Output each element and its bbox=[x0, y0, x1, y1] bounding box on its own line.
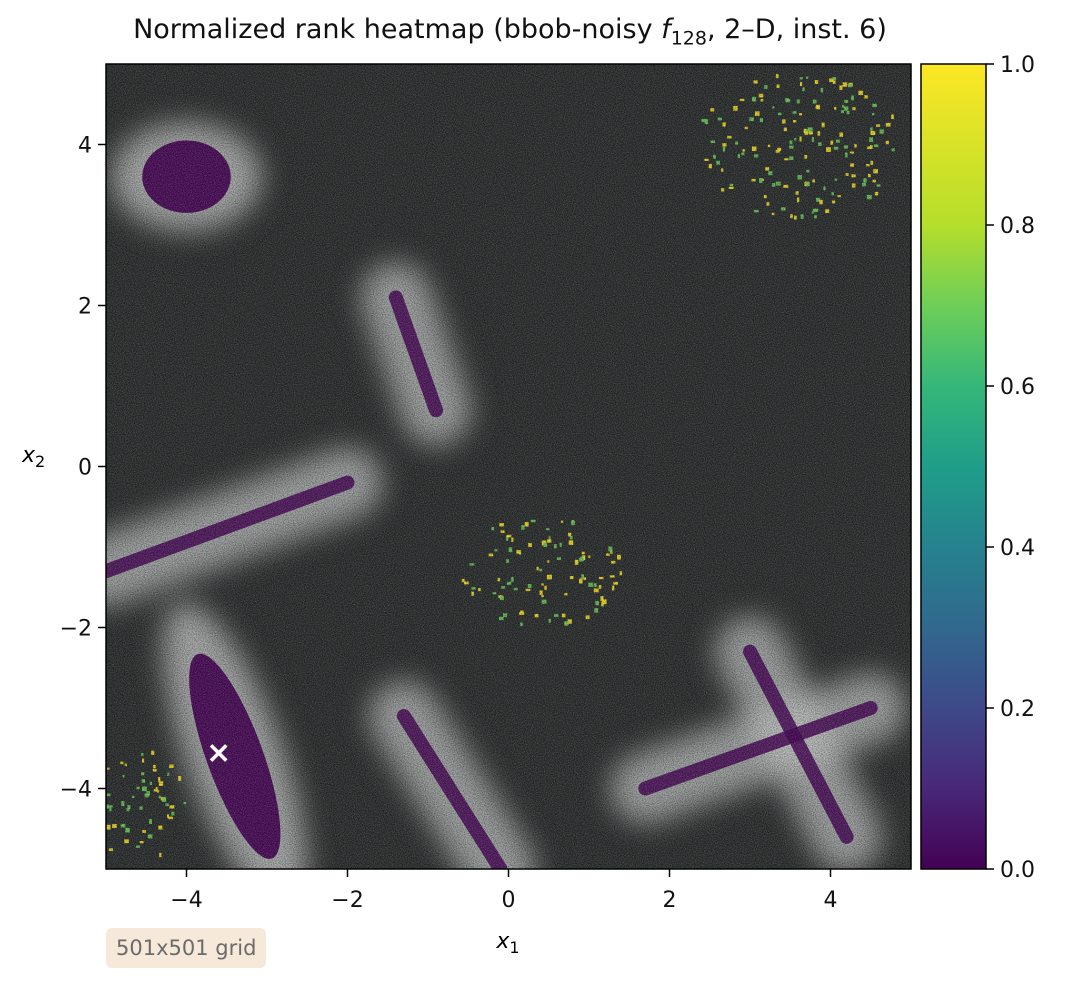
y-axis-label: x2 bbox=[21, 443, 45, 471]
high-rank-dot bbox=[96, 805, 101, 809]
colorbar-tick-label: 1.0 bbox=[1000, 53, 1035, 78]
y-tick-label: 4 bbox=[78, 134, 92, 159]
colorbar bbox=[920, 63, 987, 870]
x-tick-label: 0 bbox=[502, 888, 516, 913]
x-tick-label: −2 bbox=[331, 888, 363, 913]
y-axis: −4 −2 0 2 4 bbox=[60, 134, 106, 803]
y-axis-label-sub: 2 bbox=[35, 452, 45, 471]
title-function-subscript: 128 bbox=[670, 27, 707, 50]
y-tick-label: 0 bbox=[78, 456, 92, 481]
y-axis-label-base: x bbox=[21, 443, 36, 468]
colorbar-tick-label: 0.2 bbox=[1000, 697, 1035, 722]
colorbar-tick-label: 0.6 bbox=[1000, 375, 1035, 400]
x-axis-label-base: x bbox=[495, 929, 510, 954]
colorbar-tick-label: 0.0 bbox=[1000, 858, 1035, 883]
x-axis: −4 −2 0 2 4 bbox=[170, 869, 838, 913]
title-function-letter: f bbox=[661, 14, 671, 45]
y-tick-label: −4 bbox=[60, 778, 92, 803]
x-axis-label: x1 bbox=[495, 929, 519, 957]
x-tick-label: 2 bbox=[663, 888, 677, 913]
colorbar-axis: 0.0 0.2 0.4 0.6 0.8 1.0 bbox=[986, 53, 1035, 883]
colorbar-tick-label: 0.8 bbox=[1000, 214, 1035, 239]
colorbar-tick-label: 0.4 bbox=[1000, 536, 1035, 561]
heatmap-light-noise bbox=[106, 64, 911, 869]
high-rank-dot bbox=[100, 784, 105, 786]
x-tick-label: 4 bbox=[824, 888, 838, 913]
y-tick-label: 2 bbox=[78, 295, 92, 320]
title-suffix: , 2–D, inst. 6) bbox=[706, 14, 887, 45]
grid-size-badge: 501x501 grid bbox=[106, 928, 267, 968]
chart-title: Normalized rank heatmap (bbob-noisy f128… bbox=[0, 14, 1020, 49]
x-tick-label: −4 bbox=[170, 888, 202, 913]
plot-area: × bbox=[96, 64, 911, 869]
y-tick-label: −2 bbox=[60, 617, 92, 642]
marker-layer: × bbox=[206, 735, 231, 770]
best-point-marker: × bbox=[206, 735, 231, 770]
x-axis-label-sub: 1 bbox=[509, 938, 519, 957]
title-prefix: Normalized rank heatmap (bbob-noisy bbox=[133, 14, 662, 45]
